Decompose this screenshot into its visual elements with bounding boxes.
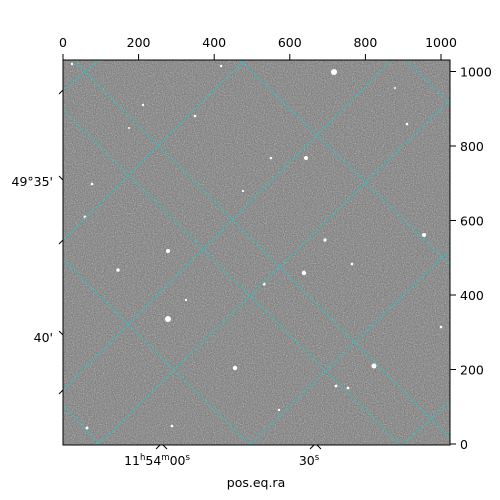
grid-line: [72, 60, 450, 439]
star: [70, 62, 74, 66]
star: [301, 270, 307, 276]
right-tick-label: 400: [460, 288, 484, 303]
grid-line: [63, 60, 246, 241]
star: [323, 238, 327, 242]
ra-tick-label: 11h54m00s: [124, 453, 190, 468]
star: [394, 87, 396, 89]
right-tick-label: 200: [460, 363, 484, 378]
star: [232, 365, 238, 371]
star: [165, 316, 171, 322]
grid-line: [97, 99, 450, 445]
top-tick-label: 600: [278, 35, 302, 50]
star: [350, 262, 354, 266]
grid-line: [63, 259, 251, 445]
right-tick-label: 600: [460, 214, 484, 229]
star: [334, 384, 338, 388]
dec-tick-label: 40': [34, 330, 53, 345]
star: [184, 298, 188, 302]
star: [241, 189, 245, 193]
grid-line: [63, 109, 401, 445]
grid-line: [63, 60, 101, 91]
grid-line: [63, 404, 101, 445]
star: [371, 363, 377, 369]
star: [439, 325, 443, 329]
star: [170, 424, 174, 428]
star-field: [70, 62, 443, 430]
star: [90, 182, 94, 186]
grid-line: [63, 60, 393, 391]
top-tick-label: 400: [202, 35, 226, 50]
right-tick-label: 0: [460, 437, 468, 452]
grid-line: [404, 60, 450, 104]
wcs-grid: [63, 60, 450, 445]
star: [422, 233, 426, 237]
top-tick-label: 800: [353, 35, 377, 50]
right-tick-label: 800: [460, 139, 484, 154]
star: [116, 268, 120, 272]
top-axis: 0 200 400 600 800 1000: [59, 35, 457, 60]
bottom-axis: [155, 444, 322, 450]
star: [346, 386, 350, 390]
left-axis: [58, 89, 64, 395]
star: [166, 249, 170, 253]
axes-frame: [62, 59, 451, 446]
star: [269, 156, 273, 160]
grid-line: [401, 401, 450, 445]
x-axis-title: pos.eq.ra: [227, 475, 285, 490]
star: [304, 156, 308, 160]
star: [405, 122, 409, 126]
star: [277, 408, 281, 412]
grid-line: [249, 249, 450, 445]
grid-line: [239, 60, 450, 266]
right-tick-label: 1000: [460, 65, 492, 80]
top-tick-label: 1000: [425, 35, 457, 50]
star: [128, 127, 130, 129]
star: [193, 114, 197, 118]
star: [219, 64, 223, 68]
top-tick-label: 0: [59, 35, 67, 50]
dec-tick-label: 49°35': [12, 174, 54, 189]
right-axis: 0 200 400 600 800 1000: [450, 65, 492, 452]
ra-tick-label: 30s: [299, 453, 320, 468]
star: [85, 426, 89, 430]
star: [141, 103, 145, 107]
star: [331, 69, 337, 75]
sky-image: [63, 60, 450, 445]
top-tick-label: 200: [127, 35, 151, 50]
